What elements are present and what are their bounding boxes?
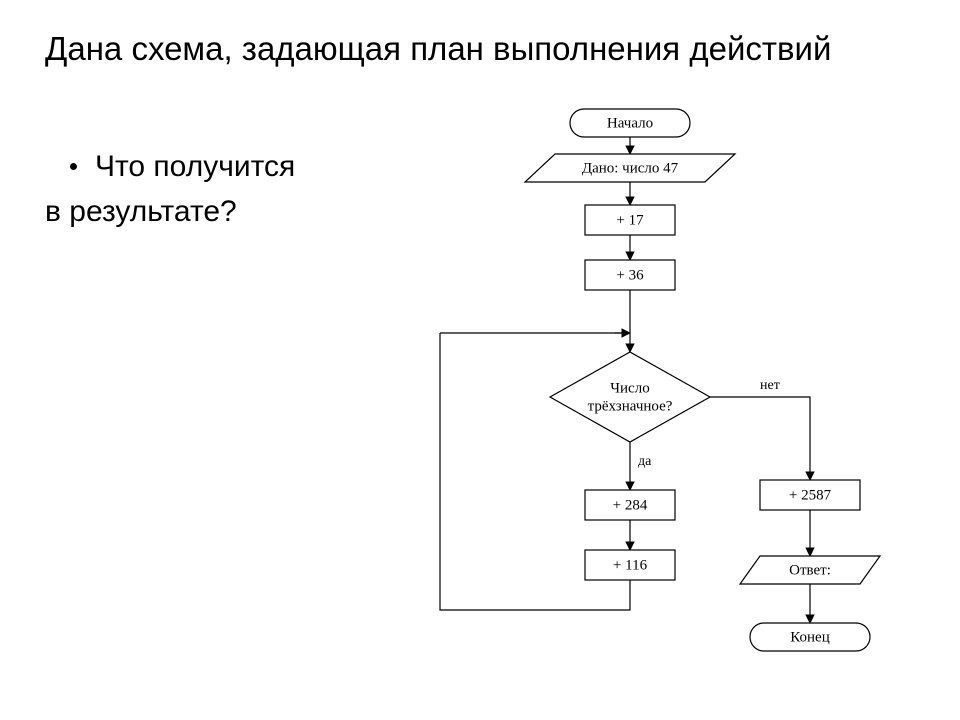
edge-label-no: нет bbox=[760, 378, 780, 393]
edge-label-yes: да bbox=[638, 454, 652, 469]
edge-dec-p2587 bbox=[710, 397, 810, 480]
node-given-label: Дано: число 47 bbox=[582, 160, 679, 176]
node-decision-label-2: трёхзначное? bbox=[588, 398, 673, 414]
bullet-text-1: Что получится bbox=[95, 150, 295, 183]
flowchart-svg: да нет Начало Дано: число 47 + 17 + 36 Ч… bbox=[360, 105, 930, 715]
bullet-dot-icon bbox=[70, 163, 77, 170]
bullet-line-2: в результате? bbox=[45, 195, 237, 229]
node-end-label: Конец bbox=[790, 629, 829, 645]
node-start-label: Начало bbox=[607, 115, 653, 131]
node-decision bbox=[550, 352, 710, 442]
node-p2587-label: + 2587 bbox=[789, 487, 832, 503]
flowchart-container: да нет Начало Дано: число 47 + 17 + 36 Ч… bbox=[360, 105, 930, 715]
node-p116-label: + 116 bbox=[613, 557, 648, 573]
node-p284-label: + 284 bbox=[613, 497, 648, 513]
node-answer-label: Ответ: bbox=[789, 562, 831, 578]
bullet-line-1: Что получится bbox=[70, 150, 295, 184]
node-p36-label: + 36 bbox=[616, 267, 644, 283]
slide-title: Дана схема, задающая план выполнения дей… bbox=[45, 28, 831, 69]
node-p17-label: + 17 bbox=[616, 212, 644, 228]
node-decision-label-1: Число bbox=[610, 380, 649, 396]
